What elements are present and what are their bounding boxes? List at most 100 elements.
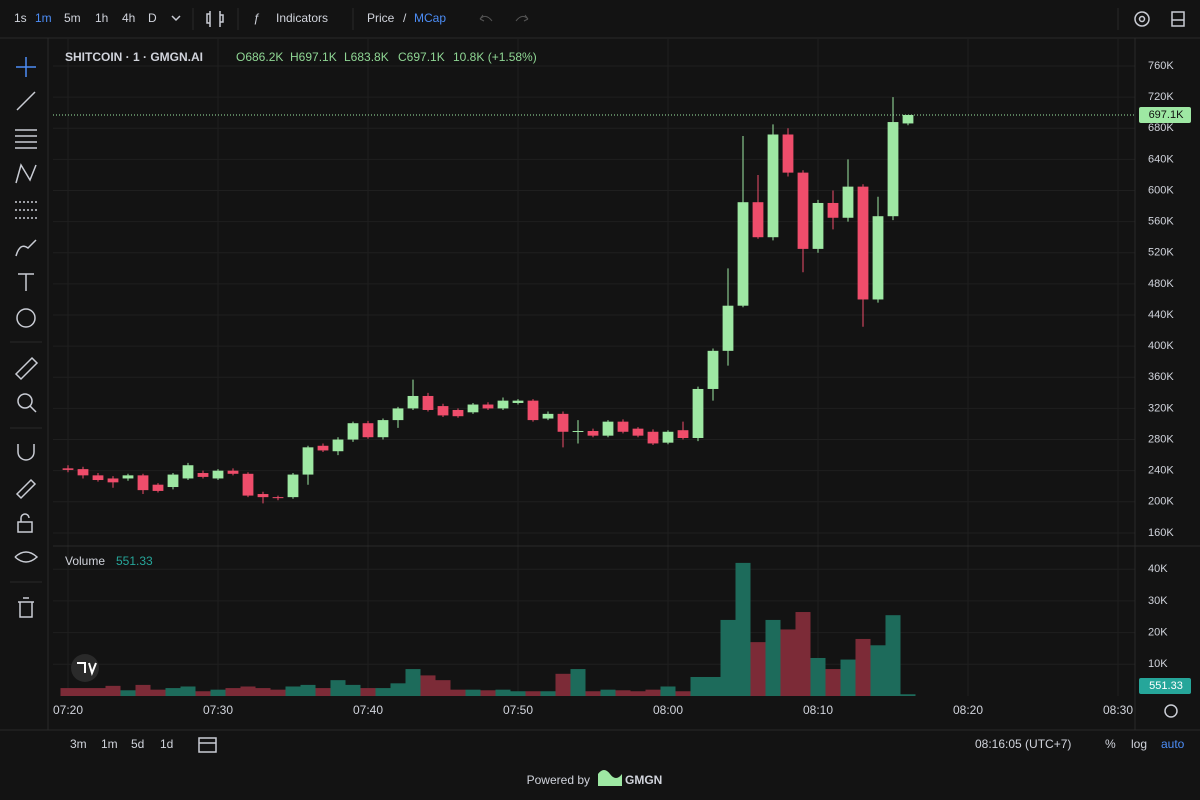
candle-body	[617, 421, 629, 432]
settings-icon[interactable]	[1134, 11, 1150, 27]
magnet-tool[interactable]	[17, 444, 35, 461]
volume-bar	[825, 669, 841, 696]
pattern-tool[interactable]	[15, 163, 37, 184]
crosshair-tool[interactable]	[16, 57, 36, 77]
settings-icon-center	[1138, 15, 1146, 23]
ruler-tool[interactable]	[14, 356, 39, 381]
candle-body	[497, 400, 509, 409]
layout-icon[interactable]	[1171, 11, 1185, 27]
volume-bar	[240, 686, 256, 696]
interval[interactable]: D	[148, 11, 157, 25]
volume-bar	[375, 688, 391, 696]
candle-body	[782, 134, 794, 173]
volume-bar	[60, 688, 76, 696]
log-toggle[interactable]: log	[1131, 737, 1147, 751]
brush-tool[interactable]	[15, 239, 37, 257]
candle-body	[602, 421, 614, 436]
volume-bar	[330, 680, 346, 696]
candle-body	[842, 186, 854, 218]
line-tool[interactable]	[16, 91, 36, 111]
left-toolbar	[10, 57, 42, 618]
range-button[interactable]: 3m	[70, 737, 87, 751]
volume-bar	[750, 642, 766, 696]
zoom-tool-handle	[29, 405, 37, 413]
candle-body	[557, 413, 569, 432]
clock: 08:16:05 (UTC+7)	[975, 737, 1071, 751]
volume-bar	[630, 691, 646, 696]
redo-icon[interactable]	[515, 14, 529, 22]
interval[interactable]: 4h	[122, 11, 135, 25]
gmgn-logo	[598, 770, 622, 786]
interval[interactable]: 1h	[95, 11, 108, 25]
candle-body	[572, 430, 584, 432]
emoji-tool[interactable]	[16, 308, 36, 328]
volume-bar	[360, 688, 376, 696]
auto-toggle[interactable]: auto	[1161, 737, 1185, 751]
candle-body	[317, 445, 329, 451]
interval[interactable]: 1m	[35, 11, 52, 25]
interval[interactable]: 5m	[64, 11, 81, 25]
y-tick-label: 320K	[1148, 402, 1174, 414]
volume-bar	[90, 688, 106, 696]
candle-body	[452, 409, 464, 417]
mcap-toggle[interactable]: MCap	[414, 11, 446, 25]
volume-bar	[555, 673, 571, 696]
volume-bar	[345, 684, 361, 696]
y-tick-label: 600K	[1148, 184, 1174, 196]
range-button[interactable]: 5d	[131, 737, 144, 751]
candle-body	[152, 484, 164, 491]
candle-body	[632, 428, 644, 436]
volume-bar	[150, 689, 166, 696]
indicators-button[interactable]: Indicators	[276, 11, 328, 25]
legend-high: H697.1K	[290, 50, 337, 64]
y-tick-label: 440K	[1148, 309, 1174, 321]
volume-bar	[495, 689, 511, 696]
volume-bar	[720, 619, 736, 696]
candle-type-icon[interactable]	[206, 11, 224, 27]
volume-bar	[420, 675, 436, 696]
date-range-icon[interactable]	[198, 737, 217, 753]
dropdown-icon[interactable]	[171, 15, 181, 22]
candle-body	[677, 430, 689, 438]
candle-body	[212, 470, 224, 479]
text-tool[interactable]	[18, 273, 34, 291]
visibility-tool[interactable]	[14, 551, 39, 563]
axis-settings-icon[interactable]	[1164, 704, 1178, 718]
lock-tool[interactable]	[17, 513, 33, 533]
candle-body	[107, 478, 119, 483]
y-tick-label: 760K	[1148, 60, 1174, 72]
volume-value: 551.33	[116, 554, 153, 568]
volume-bar	[735, 562, 751, 696]
delete-tool[interactable]	[18, 597, 34, 618]
candle-body	[92, 475, 104, 481]
candle-body	[722, 305, 734, 351]
lock-draw-tool[interactable]	[15, 478, 37, 500]
candle-body	[692, 388, 704, 438]
candle-body	[752, 202, 764, 238]
range-button[interactable]: 1m	[101, 737, 118, 751]
undo-icon[interactable]	[479, 14, 493, 22]
range-button[interactable]: 1d	[160, 737, 173, 751]
fib-tool[interactable]	[15, 129, 37, 149]
candle-body	[707, 350, 719, 389]
brand: GMGN	[625, 773, 662, 787]
volume-bar	[885, 615, 901, 696]
y-tick-label: 560K	[1148, 216, 1174, 228]
y-tick-label: 40K	[1148, 563, 1168, 575]
percent-toggle[interactable]: %	[1105, 737, 1116, 751]
candle-body	[407, 395, 419, 409]
volume-bar	[810, 657, 826, 696]
candle-body	[377, 420, 389, 438]
volume-bar	[135, 684, 151, 696]
fx-icon[interactable]: ƒ	[253, 11, 260, 25]
candle-body	[332, 439, 344, 452]
price-toggle[interactable]: Price	[367, 11, 395, 25]
y-tick-label: 240K	[1148, 465, 1174, 477]
candle-body	[362, 423, 374, 438]
zoom-tool[interactable]	[17, 393, 33, 409]
y-tick-label: 640K	[1148, 153, 1174, 165]
y-tick-label: 400K	[1148, 340, 1174, 352]
interval[interactable]: 1s	[14, 11, 27, 25]
candle-body	[422, 395, 434, 410]
